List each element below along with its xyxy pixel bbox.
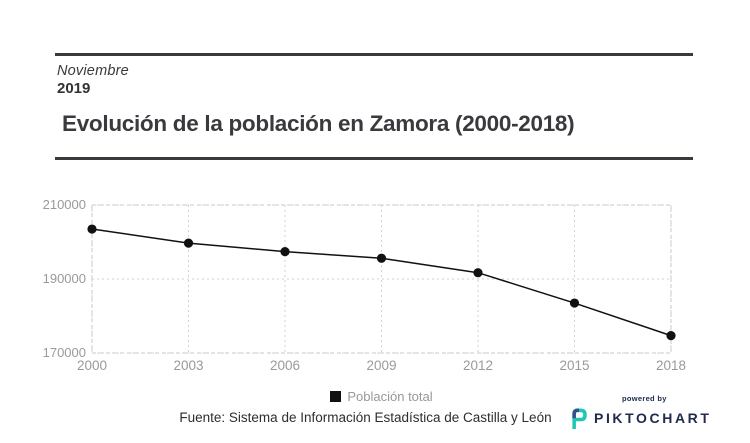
y-tick-label: 190000 [42,271,86,286]
brand-name: PIKTOCHART [594,410,712,426]
x-tick-label: 2015 [559,358,590,373]
x-tick-label: 2018 [655,358,687,373]
powered-by-label: powered by [622,394,667,403]
top-divider [55,53,693,56]
legend-label: Población total [347,389,433,404]
x-tick-label: 2000 [76,358,108,373]
x-tick-label: 2003 [173,358,204,373]
y-tick-label: 210000 [42,197,86,212]
y-tick-label: 170000 [42,345,86,360]
date-year: 2019 [57,80,91,97]
title-divider [55,157,693,160]
chart-legend: Población total [92,389,671,404]
source-caption: Fuente: Sistema de Información Estadísti… [179,410,552,425]
page-title: Evolución de la población en Zamora (200… [62,111,575,136]
brand-row: PIKTOCHART [568,406,712,430]
date-month: Noviembre [57,63,129,79]
x-tick-label: 2009 [366,358,397,373]
piktochart-p-icon [572,408,587,429]
legend-swatch-icon [330,391,342,402]
x-tick-label: 2006 [269,358,301,373]
x-tick-label: 2012 [462,358,494,373]
